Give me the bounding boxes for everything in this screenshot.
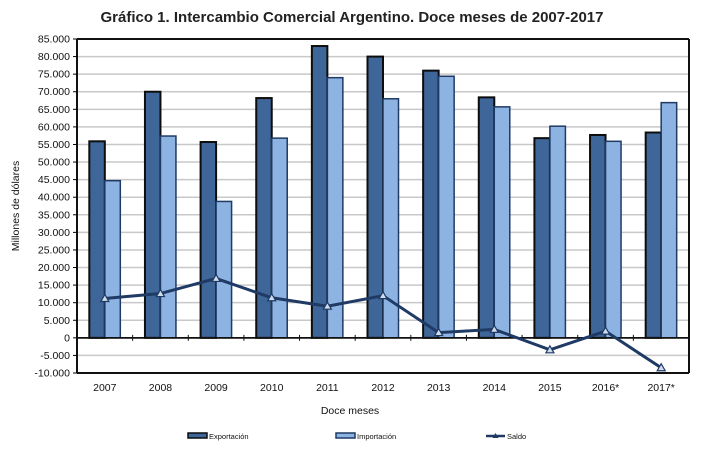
bar-importacin-2015 [549,125,567,339]
x-tick-label: 2014 [483,382,507,394]
legend-label: Exportación [209,432,249,441]
bar-exportacin-2008 [143,90,162,339]
y-tick-label: 55.000 [38,139,70,151]
x-tick-label: 2008 [149,382,173,394]
saldo-marker-2013 [433,327,444,337]
x-ticks: 2007 2008 2009 2010 2011 2012 2013 2014 2015 2016… [76,334,690,394]
y-tick-label: 20.000 [38,262,70,274]
bar-exportacin-2011 [310,45,329,339]
y-tick-label: 85.000 [38,34,70,46]
saldo-marker-2014 [489,324,500,334]
x-tick-label: 2012 [371,382,395,394]
bar-exportacin-2010 [255,97,273,339]
y-tick-label: 75.000 [38,69,70,81]
bar-exportacin-2013 [422,69,440,339]
saldo-marker-2009 [211,273,222,283]
bar-exportacin-2007 [88,140,106,339]
chart-title: Gráfico 1. Intercambio Comercial Argenti… [101,9,604,26]
bar-exportacin-2016 [589,133,607,339]
y-tick-label: -5.000 [40,350,70,362]
bar-importacin-2010 [270,137,288,339]
bar-importacin-2016 [604,140,622,339]
saldo-marker-2017 [656,362,667,372]
legend-marker-saldo [492,433,499,438]
saldo-marker-2011 [322,300,333,310]
y-tick-label: 35.000 [38,209,70,221]
saldo-marker-2016 [600,325,611,335]
saldo-marker-2012 [377,290,389,300]
y-tick-label: 60.000 [38,121,70,133]
bar-importacin-2013 [437,75,455,339]
legend: Exportación Importación Saldo [187,432,526,441]
x-axis-label: Doce meses [321,405,379,417]
saldo-line [99,273,667,372]
bar-importacin-2009 [215,200,233,339]
saldo-marker-2008 [155,288,166,298]
bar-importacin-2014 [493,106,511,339]
bars [88,45,678,339]
y-ticks: -10.000 -5.000 0 5.000 10.000 15.000 20.000 25.… [34,34,77,380]
x-tick-label: 2016* [592,382,619,394]
y-tick-label: -10.000 [34,368,70,380]
y-tick-label: 80.000 [38,51,70,63]
x-tick-label: 2013 [427,382,451,394]
y-axis-label: Millones de dólares [10,161,22,251]
y-tick-label: 30.000 [38,227,70,239]
saldo-marker-2015 [544,344,555,354]
bar-importacin-2017 [660,101,678,339]
bar-importacin-2008 [159,135,177,339]
x-tick-label: 2011 [316,382,339,394]
bar-exportacin-2015 [533,137,551,339]
bar-exportacin-2009 [199,141,218,339]
y-tick-label: 15.000 [38,280,70,292]
y-tick-label: 65.000 [38,104,70,116]
legend-swatch-exportacin [187,432,208,439]
saldo-marker-2010 [266,292,277,302]
y-tick-label: 0 [64,332,70,344]
saldo-marker-2007 [99,293,110,303]
y-tick-label: 25.000 [38,244,70,256]
x-tick-label: 2015 [538,382,562,394]
legend-label: Saldo [507,432,526,441]
y-tick-label: 50.000 [38,157,70,169]
y-tick-label: 5.000 [44,315,70,327]
y-tick-label: 45.000 [38,174,70,186]
legend-swatch-importacin [335,432,356,439]
bar-importacin-2007 [104,179,122,339]
x-tick-label: 2017* [647,382,674,394]
bar-importacin-2011 [326,76,344,339]
y-tick-label: 70.000 [38,86,70,98]
x-tick-label: 2009 [204,382,228,394]
bar-exportacin-2014 [477,96,496,339]
legend-label: Importación [357,432,396,441]
x-tick-label: 2007 [93,382,117,394]
y-tick-label: 10.000 [38,297,70,309]
y-tick-label: 40.000 [38,192,70,204]
bar-exportacin-2017 [644,131,663,339]
x-tick-label: 2010 [260,382,284,394]
